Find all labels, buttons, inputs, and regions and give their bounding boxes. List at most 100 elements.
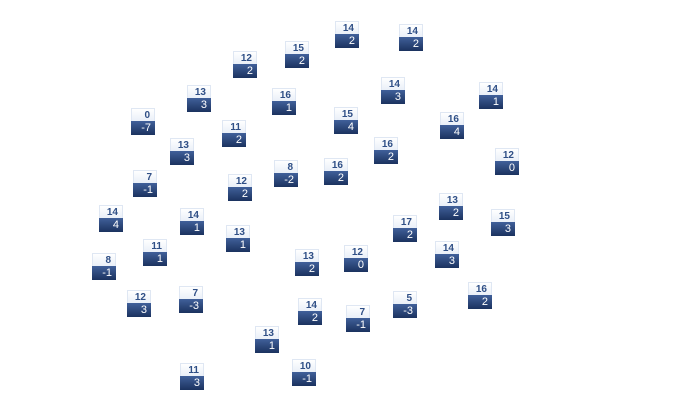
node-box[interactable]: 14 2	[335, 21, 359, 49]
node-box[interactable]: 14 1	[479, 82, 503, 110]
node-bottom-value: -1	[292, 372, 316, 386]
node-bottom-value: 1	[180, 221, 204, 235]
node-top-value: 17	[393, 215, 417, 228]
node-top-value: 13	[187, 85, 211, 98]
node-box[interactable]: 14 2	[298, 298, 322, 326]
node-top-value: 16	[440, 112, 464, 125]
node-box[interactable]: 11 1	[143, 239, 167, 267]
node-box[interactable]: 0 -7	[131, 108, 155, 136]
node-top-value: 14	[99, 205, 123, 218]
node-top-value: 14	[335, 21, 359, 34]
node-bottom-value: 2	[233, 64, 257, 78]
node-top-value: 12	[233, 51, 257, 64]
node-bottom-value: -7	[131, 121, 155, 135]
node-top-value: 8	[274, 160, 298, 173]
node-box[interactable]: 7 -1	[133, 170, 157, 198]
node-box[interactable]: 14 4	[99, 205, 123, 233]
node-box[interactable]: 17 2	[393, 215, 417, 243]
node-top-value: 8	[92, 253, 116, 266]
node-bottom-value: 2	[439, 206, 463, 220]
node-box[interactable]: 15 2	[285, 41, 309, 69]
node-bottom-value: 2	[228, 187, 252, 201]
node-top-value: 13	[226, 225, 250, 238]
node-top-value: 13	[439, 193, 463, 206]
node-top-value: 15	[285, 41, 309, 54]
node-box[interactable]: 5 -3	[393, 291, 417, 319]
node-box[interactable]: 16 2	[468, 282, 492, 310]
node-bottom-value: 3	[180, 376, 204, 390]
node-bottom-value: 3	[127, 303, 151, 317]
node-bottom-value: 2	[335, 34, 359, 48]
node-top-value: 16	[468, 282, 492, 295]
node-box[interactable]: 16 2	[324, 158, 348, 186]
node-box[interactable]: 15 3	[491, 209, 515, 237]
node-box[interactable]: 14 3	[381, 77, 405, 105]
node-box[interactable]: 14 1	[180, 208, 204, 236]
node-bottom-value: 1	[143, 252, 167, 266]
node-box[interactable]: 16 4	[440, 112, 464, 140]
node-top-value: 0	[131, 108, 155, 121]
node-box[interactable]: 16 2	[374, 137, 398, 165]
node-top-value: 7	[133, 170, 157, 183]
node-bottom-value: 2	[295, 262, 319, 276]
node-bottom-value: 2	[374, 150, 398, 164]
node-box[interactable]: 8 -2	[274, 160, 298, 188]
node-box[interactable]: 14 2	[399, 24, 423, 52]
node-bottom-value: 2	[285, 54, 309, 68]
node-box[interactable]: 13 1	[226, 225, 250, 253]
node-top-value: 7	[179, 286, 203, 299]
node-box[interactable]: 16 1	[272, 88, 296, 116]
node-bottom-value: 0	[495, 161, 519, 175]
node-top-value: 5	[393, 291, 417, 304]
node-box[interactable]: 12 0	[495, 148, 519, 176]
node-box[interactable]: 12 0	[344, 245, 368, 273]
node-bottom-value: 2	[393, 228, 417, 242]
node-bottom-value: 3	[170, 151, 194, 165]
node-bottom-value: 4	[334, 120, 358, 134]
node-box[interactable]: 13 1	[255, 326, 279, 354]
node-box[interactable]: 10 -1	[292, 359, 316, 387]
node-box[interactable]: 12 3	[127, 290, 151, 318]
node-top-value: 16	[374, 137, 398, 150]
node-top-value: 12	[495, 148, 519, 161]
node-top-value: 7	[346, 305, 370, 318]
node-bottom-value: -1	[346, 318, 370, 332]
node-box[interactable]: 14 3	[435, 241, 459, 269]
node-top-value: 16	[324, 158, 348, 171]
node-top-value: 11	[222, 120, 246, 133]
node-box[interactable]: 7 -1	[346, 305, 370, 333]
node-top-value: 11	[180, 363, 204, 376]
node-top-value: 16	[272, 88, 296, 101]
node-box[interactable]: 13 2	[295, 249, 319, 277]
node-bottom-value: 4	[99, 218, 123, 232]
node-top-value: 14	[298, 298, 322, 311]
node-bottom-value: -3	[179, 299, 203, 313]
node-top-value: 12	[228, 174, 252, 187]
node-top-value: 14	[435, 241, 459, 254]
node-box[interactable]: 15 4	[334, 107, 358, 135]
node-bottom-value: 3	[187, 98, 211, 112]
node-top-value: 14	[479, 82, 503, 95]
node-bottom-value: 1	[272, 101, 296, 115]
node-top-value: 13	[170, 138, 194, 151]
node-bottom-value: 2	[399, 37, 423, 51]
node-box[interactable]: 12 2	[233, 51, 257, 79]
node-top-value: 14	[180, 208, 204, 221]
node-box[interactable]: 11 2	[222, 120, 246, 148]
node-box[interactable]: 13 2	[439, 193, 463, 221]
node-bottom-value: -3	[393, 304, 417, 318]
node-box[interactable]: 13 3	[187, 85, 211, 113]
node-top-value: 13	[255, 326, 279, 339]
node-box[interactable]: 7 -3	[179, 286, 203, 314]
node-top-value: 12	[127, 290, 151, 303]
node-box[interactable]: 8 -1	[92, 253, 116, 281]
node-bottom-value: 1	[479, 95, 503, 109]
node-top-value: 12	[344, 245, 368, 258]
node-top-value: 14	[399, 24, 423, 37]
node-box[interactable]: 12 2	[228, 174, 252, 202]
node-box[interactable]: 13 3	[170, 138, 194, 166]
node-top-value: 10	[292, 359, 316, 372]
node-box[interactable]: 11 3	[180, 363, 204, 391]
node-bottom-value: 4	[440, 125, 464, 139]
node-top-value: 13	[295, 249, 319, 262]
